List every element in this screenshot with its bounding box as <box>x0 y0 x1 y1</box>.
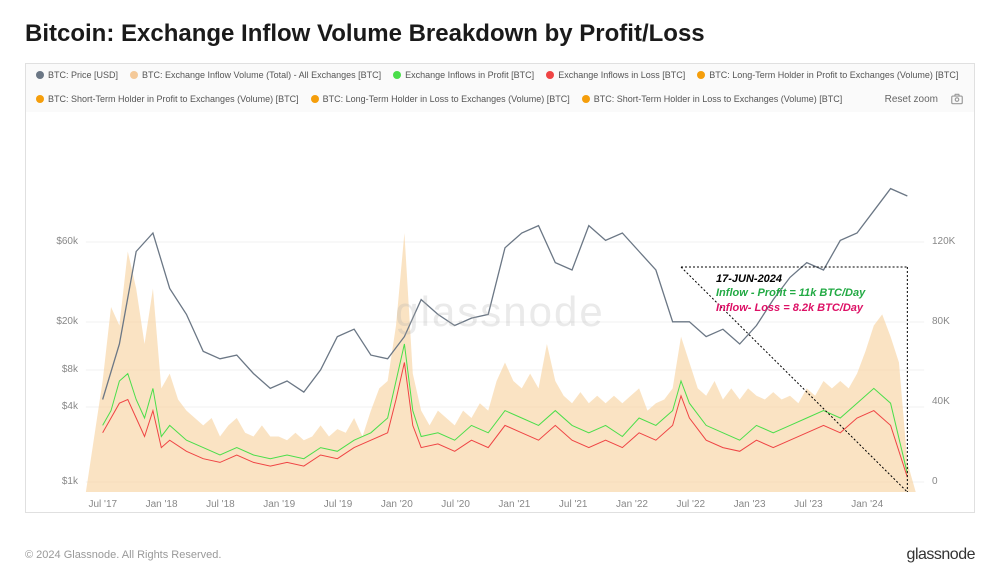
legend-item[interactable]: BTC: Long-Term Holder in Loss to Exchang… <box>311 94 570 104</box>
x-tick-label: Jul '23 <box>783 499 833 510</box>
legend-marker <box>697 71 705 79</box>
legend-item[interactable]: BTC: Long-Term Holder in Profit to Excha… <box>697 70 958 80</box>
y-left-tick-label: $4k <box>38 401 78 412</box>
legend-marker <box>311 95 319 103</box>
y-left-tick-label: $60k <box>38 236 78 247</box>
y-right-tick-label: 80K <box>932 316 972 327</box>
legend-marker <box>36 95 44 103</box>
x-tick-label: Jul '18 <box>195 499 245 510</box>
annotation-profit: Inflow - Profit = 11k BTC/Day <box>716 286 865 300</box>
legend-item[interactable]: BTC: Short-Term Holder in Loss to Exchan… <box>582 94 843 104</box>
legend-label: BTC: Exchange Inflow Volume (Total) - Al… <box>142 70 381 80</box>
x-tick-label: Jan '19 <box>254 499 304 510</box>
legend-label: BTC: Long-Term Holder in Profit to Excha… <box>709 70 958 80</box>
legend-label: BTC: Long-Term Holder in Loss to Exchang… <box>323 94 570 104</box>
x-tick-label: Jan '23 <box>725 499 775 510</box>
x-tick-label: Jan '18 <box>137 499 187 510</box>
chart-title: Bitcoin: Exchange Inflow Volume Breakdow… <box>25 20 975 48</box>
y-left-tick-label: $20k <box>38 316 78 327</box>
annotation-loss: Inflow- Loss = 8.2k BTC/Day <box>716 301 865 315</box>
legend-marker <box>36 71 44 79</box>
y-right-tick-label: 120K <box>932 236 972 247</box>
legend-bar: BTC: Price [USD] BTC: Exchange Inflow Vol… <box>26 64 974 112</box>
legend-item[interactable]: Exchange Inflows in Profit [BTC] <box>393 70 534 80</box>
chart-container: BTC: Price [USD] BTC: Exchange Inflow Vol… <box>25 63 975 513</box>
brand-logo: glassnode <box>907 546 975 564</box>
legend-label: BTC: Short-Term Holder in Profit to Exch… <box>48 94 299 104</box>
y-left-tick-label: $1k <box>38 476 78 487</box>
legend-label: BTC: Price [USD] <box>48 70 118 80</box>
legend-label: BTC: Short-Term Holder in Loss to Exchan… <box>594 94 843 104</box>
annotation-callout: 17-JUN-2024 Inflow - Profit = 11k BTC/Da… <box>716 272 865 315</box>
x-tick-label: Jan '24 <box>842 499 892 510</box>
legend-label: Exchange Inflows in Profit [BTC] <box>405 70 534 80</box>
legend-item[interactable]: BTC: Short-Term Holder in Profit to Exch… <box>36 94 299 104</box>
reset-zoom-button[interactable]: Reset zoom <box>885 94 938 105</box>
footer: © 2024 Glassnode. All Rights Reserved. g… <box>25 546 975 564</box>
legend-marker <box>582 95 590 103</box>
legend-item[interactable]: Exchange Inflows in Loss [BTC] <box>546 70 685 80</box>
annotation-date: 17-JUN-2024 <box>716 272 865 286</box>
camera-icon[interactable] <box>950 92 964 106</box>
x-tick-label: Jul '17 <box>78 499 128 510</box>
legend-marker <box>130 71 138 79</box>
legend-label: Exchange Inflows in Loss [BTC] <box>558 70 685 80</box>
legend-marker <box>393 71 401 79</box>
y-right-tick-label: 40K <box>932 396 972 407</box>
x-tick-label: Jan '20 <box>372 499 422 510</box>
plot-area: glassnode $1k$4k$8k$20k$60k 040K80K120K … <box>26 112 974 512</box>
legend-item[interactable]: BTC: Price [USD] <box>36 70 118 80</box>
y-right-tick-label: 0 <box>932 476 972 487</box>
x-tick-label: Jul '20 <box>431 499 481 510</box>
legend-marker <box>546 71 554 79</box>
y-left-tick-label: $8k <box>38 364 78 375</box>
copyright-text: © 2024 Glassnode. All Rights Reserved. <box>25 549 221 561</box>
x-tick-label: Jan '21 <box>489 499 539 510</box>
x-tick-label: Jan '22 <box>607 499 657 510</box>
x-tick-label: Jul '22 <box>666 499 716 510</box>
x-tick-label: Jul '19 <box>313 499 363 510</box>
legend-item[interactable]: BTC: Exchange Inflow Volume (Total) - Al… <box>130 70 381 80</box>
x-tick-label: Jul '21 <box>548 499 598 510</box>
